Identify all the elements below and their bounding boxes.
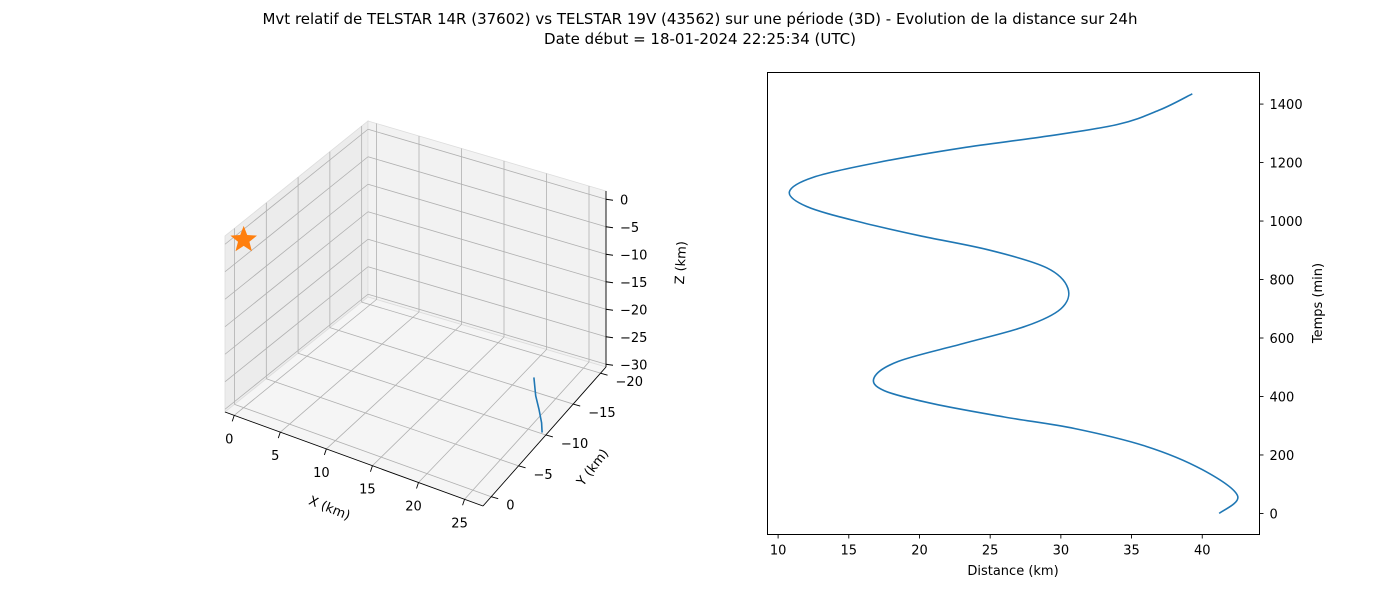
plot-2d: 10 15 20 25 30 35 40 0 200 400 600 800 1000 1200 1400… — [767, 72, 1326, 579]
x-tick — [462, 499, 465, 506]
x-axis-label: X (km) — [306, 494, 352, 524]
y-tick — [491, 496, 499, 500]
x-tick — [277, 432, 281, 439]
x-tick-label: 20 — [911, 544, 928, 559]
star-icon — [230, 225, 257, 252]
x-ticks: 10 15 20 25 30 35 40 — [770, 534, 1211, 559]
y-tick-label: 0 — [1270, 507, 1278, 522]
x-tick-label: 40 — [1194, 544, 1211, 559]
y-tick — [545, 434, 553, 438]
grid-line — [297, 352, 546, 436]
x-tick-label: 10 — [770, 544, 787, 559]
grid-line — [367, 293, 607, 365]
x-tick — [416, 482, 419, 489]
y-tick-label: 1200 — [1270, 157, 1303, 172]
z-tick-label: −5 — [620, 221, 639, 236]
x-axis-line — [224, 411, 484, 507]
x-tick-label: 25 — [982, 544, 999, 559]
z-tick — [605, 281, 614, 284]
y-tick-label: 800 — [1270, 274, 1295, 289]
grid-line — [367, 128, 607, 200]
z-tick-label: −25 — [620, 331, 647, 346]
grid-line — [224, 128, 369, 245]
x-ticks-3d: 0 5 10 15 20 25 — [225, 415, 468, 531]
x-tick — [323, 448, 327, 456]
x-tick-label: 20 — [405, 500, 422, 515]
y-tick — [518, 465, 526, 469]
grid-line — [367, 238, 607, 310]
grid-line — [224, 293, 369, 410]
chart-title: Mvt relatif de TELSTAR 14R (37602) vs TE… — [262, 10, 1138, 28]
x-tick-label: 30 — [1053, 544, 1070, 559]
chart-subtitle: Date début = 18-01-2024 22:25:34 (UTC) — [544, 30, 856, 48]
z-tick-label: −10 — [620, 248, 647, 263]
z-axis-label: Z (km) — [673, 241, 690, 285]
axes-3d — [224, 191, 607, 507]
distance-line — [788, 93, 1239, 515]
y-axis-label: Temps (min) — [1311, 263, 1326, 344]
grid-line — [224, 156, 369, 273]
x-tick — [370, 465, 373, 472]
z-tick-label: −15 — [620, 276, 647, 291]
y-axis-line — [482, 366, 607, 507]
y-axis-label: Y (km) — [574, 447, 613, 490]
y-tick-label: 1400 — [1270, 98, 1303, 113]
x-tick-label: 15 — [359, 483, 376, 498]
z-tick — [605, 336, 614, 339]
y-tick-label: −20 — [616, 375, 643, 390]
x-tick-label: 35 — [1123, 544, 1140, 559]
grid-line — [372, 336, 505, 467]
grid-line — [234, 403, 492, 498]
y-tick-label: 200 — [1270, 449, 1295, 464]
z-ticks-3d: 0 −5 −10 −15 −20 −25 −30 — [605, 193, 647, 373]
grid-line — [367, 266, 607, 338]
y-tick-label: −15 — [588, 406, 615, 421]
x-tick — [231, 415, 235, 422]
x-tick-label: 25 — [451, 516, 468, 531]
y-ticks: 0 200 400 600 800 1000 1200 1400 — [1259, 98, 1303, 522]
grid-line — [224, 266, 369, 383]
x-tick-label: 15 — [841, 544, 858, 559]
z-tick-label: −20 — [620, 303, 647, 318]
x-tick-label: 10 — [313, 466, 330, 481]
grid-line — [266, 378, 519, 467]
grid-3d — [224, 123, 607, 500]
y-ticks-3d: 0 −5 −10 −15 −20 — [491, 372, 643, 514]
x-tick-label: 0 — [225, 432, 233, 447]
trajectory-line — [533, 377, 543, 433]
grid-line — [224, 183, 369, 300]
grid-line — [280, 311, 420, 433]
grid-line — [224, 238, 369, 355]
grid-line — [464, 361, 590, 500]
plot-frame — [767, 72, 1260, 535]
y-tick — [573, 403, 581, 407]
grid-line — [224, 211, 369, 328]
grid-line — [326, 324, 462, 450]
x-axis-label: Distance (km) — [967, 564, 1058, 579]
z-tick — [605, 363, 614, 366]
y-tick-label: 1000 — [1270, 215, 1303, 230]
y-tick-label: −10 — [561, 437, 588, 452]
y-tick-label: 600 — [1270, 332, 1295, 347]
z-tick-label: 0 — [620, 193, 628, 208]
grid-line — [367, 211, 607, 283]
x-tick-label: 5 — [271, 449, 279, 464]
grid-line — [361, 301, 601, 374]
z-tick — [605, 226, 614, 229]
z-tick — [605, 308, 614, 311]
z-tick — [605, 198, 614, 201]
y-tick-label: 0 — [506, 499, 514, 514]
y-tick — [600, 372, 608, 376]
z-tick-label: −30 — [620, 358, 647, 373]
grid-line — [367, 183, 607, 255]
grid-line — [233, 299, 377, 416]
grid-line — [367, 156, 607, 228]
plot-3d: 0 5 10 15 20 25 0 −5 −10 −15 −20 0 −5 −10 −15 −20 −25 −… — [224, 120, 690, 531]
grid-line — [418, 349, 547, 483]
z-tick — [605, 253, 614, 256]
y-tick-label: 400 — [1270, 390, 1295, 405]
grid-line — [329, 327, 574, 405]
y-tick-label: −5 — [534, 468, 553, 483]
